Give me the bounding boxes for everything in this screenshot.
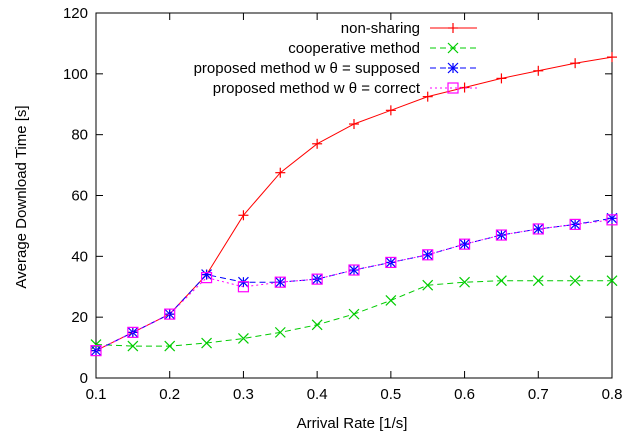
data-point bbox=[607, 52, 617, 63]
y-axis-tick-labels: 0 20 40 60 80 100 120 bbox=[63, 5, 88, 387]
x-tick-label: 0.7 bbox=[528, 386, 549, 403]
legend-label-proposed-supposed: proposed method w θ = supposed bbox=[194, 60, 420, 77]
data-point bbox=[201, 269, 212, 281]
data-point bbox=[164, 340, 176, 352]
y-axis-label: Average Download Time [s] bbox=[13, 105, 30, 288]
x-axis-tick-labels: 0.1 0.2 0.3 0.4 0.5 0.6 0.7 0.8 bbox=[86, 386, 623, 403]
x-tick-label: 0.1 bbox=[86, 386, 107, 403]
legend-label-cooperative-method: cooperative method bbox=[288, 40, 420, 57]
data-point bbox=[496, 275, 507, 287]
data-point bbox=[275, 167, 286, 178]
data-point bbox=[90, 345, 102, 357]
data-point bbox=[422, 249, 434, 261]
data-point bbox=[570, 58, 581, 69]
data-point bbox=[348, 264, 360, 276]
data-point bbox=[385, 295, 397, 306]
data-point bbox=[495, 229, 508, 241]
y-tick-label: 80 bbox=[71, 127, 88, 144]
data-point bbox=[274, 276, 286, 288]
legend-marker-sample bbox=[447, 62, 459, 74]
data-point bbox=[422, 279, 434, 291]
y-tick-label: 40 bbox=[71, 248, 88, 265]
series-line bbox=[95, 56, 613, 352]
legend-marker-sample bbox=[448, 23, 458, 33]
data-point bbox=[238, 210, 249, 221]
x-tick-label: 0.8 bbox=[602, 386, 623, 403]
data-point bbox=[569, 218, 581, 230]
data-point bbox=[532, 223, 544, 235]
data-point bbox=[164, 308, 176, 320]
data-point bbox=[422, 91, 433, 102]
data-point bbox=[606, 275, 618, 287]
legend-label-proposed-correct: proposed method w θ = correct bbox=[213, 80, 421, 97]
y-tick-label: 100 bbox=[63, 66, 88, 83]
y-tick-label: 120 bbox=[63, 5, 88, 22]
data-point bbox=[311, 319, 323, 331]
data-point bbox=[201, 337, 212, 349]
x-tick-label: 0.3 bbox=[233, 386, 254, 403]
data-point bbox=[385, 105, 396, 116]
legend-marker-sample bbox=[447, 82, 459, 94]
series-1 bbox=[90, 275, 618, 352]
plot-area bbox=[90, 12, 618, 379]
data-point bbox=[312, 138, 323, 149]
data-point bbox=[127, 326, 139, 338]
x-axis-label: Arrival Rate [1/s] bbox=[297, 415, 408, 432]
y-tick-label: 0 bbox=[80, 370, 88, 387]
data-point bbox=[311, 273, 323, 285]
data-point bbox=[532, 275, 544, 287]
data-point bbox=[459, 238, 470, 250]
data-point bbox=[533, 65, 544, 76]
data-point bbox=[496, 73, 507, 84]
x-tick-label: 0.4 bbox=[307, 386, 328, 403]
data-point bbox=[348, 308, 360, 320]
data-point bbox=[349, 119, 359, 130]
x-tick-label: 0.2 bbox=[159, 386, 180, 403]
data-point bbox=[237, 281, 250, 293]
data-point bbox=[606, 214, 618, 226]
data-point bbox=[200, 272, 213, 284]
data-point bbox=[459, 276, 470, 288]
y-tick-label: 20 bbox=[71, 309, 88, 326]
series-2 bbox=[90, 212, 618, 357]
legend-marker-sample bbox=[447, 42, 459, 54]
data-point bbox=[385, 256, 397, 269]
data-point bbox=[164, 308, 176, 320]
x-tick-label: 0.6 bbox=[454, 386, 475, 403]
data-point bbox=[422, 249, 434, 261]
data-point bbox=[238, 333, 249, 344]
series-line bbox=[95, 219, 613, 352]
series-3 bbox=[90, 214, 618, 357]
data-point bbox=[90, 345, 102, 357]
data-point bbox=[274, 326, 286, 338]
x-tick-label: 0.5 bbox=[380, 386, 401, 403]
data-point bbox=[348, 264, 360, 276]
data-point bbox=[458, 238, 471, 250]
legend-label-non-sharing: non-sharing bbox=[341, 20, 420, 37]
data-point bbox=[127, 340, 139, 352]
data-point bbox=[569, 275, 581, 287]
legend: non-sharing cooperative method proposed … bbox=[194, 20, 477, 97]
y-tick-label: 60 bbox=[71, 188, 88, 205]
